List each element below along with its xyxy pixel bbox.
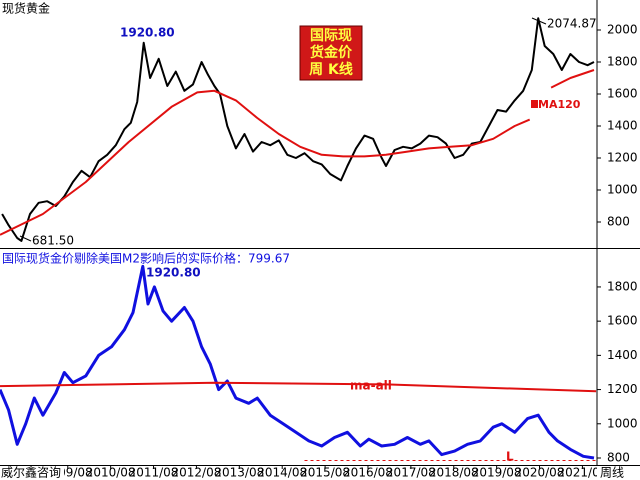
annotation-pointer xyxy=(531,17,547,25)
y-tick-label: 1600 xyxy=(607,87,638,101)
y-tick-label: 1800 xyxy=(607,55,638,69)
legend-swatch xyxy=(531,100,538,108)
source-box xyxy=(0,466,64,480)
y-tick-label: 1200 xyxy=(607,151,638,165)
x-tick-label: 2010/08 xyxy=(86,466,136,480)
y-tick-label: 1600 xyxy=(607,314,638,328)
xlabel-box xyxy=(597,466,640,480)
y-tick-label: 1000 xyxy=(607,416,638,430)
annotation: 2074.87 xyxy=(547,17,597,31)
annotation: 681.50 xyxy=(32,234,74,248)
series-label: MA120 xyxy=(538,98,581,111)
plot-layer: 800 1000 1200 1400 1600 1800 2000 800 1000 1200 14… xyxy=(0,17,638,464)
x-axis: 2009/082010/082011/082012/082013/082014/… xyxy=(43,465,607,480)
chart-title: 国际现货金价剔除美国M2影响后的实际价格：799.67 xyxy=(2,251,290,266)
x-tick-label: 2011/08 xyxy=(129,466,179,480)
y-tick-label: 2000 xyxy=(607,23,638,37)
badge-box xyxy=(299,25,363,81)
series-line xyxy=(0,264,595,460)
series-line xyxy=(0,69,595,236)
x-tick-label: 2020/08 xyxy=(515,466,565,480)
series-label: ma-all xyxy=(350,379,392,393)
annotation-pointer xyxy=(19,235,32,242)
source: 威尔鑫咨询 xyxy=(1,465,61,480)
y-tick-label: 1000 xyxy=(607,183,638,197)
badge-text: 货金价 xyxy=(309,44,353,61)
badge-text: 国际现 xyxy=(310,28,352,44)
x-tick-label: 2017/08 xyxy=(386,466,436,480)
x-axis-label: 周线 xyxy=(600,466,624,480)
y-tick-label: 1400 xyxy=(607,348,638,362)
y-tick-label: 1400 xyxy=(607,119,638,133)
y-tick-label: 1200 xyxy=(607,382,638,396)
x-tick-label: 2018/08 xyxy=(429,466,479,480)
x-tick-label: 2016/08 xyxy=(343,466,393,480)
annotation: 1920.80 xyxy=(146,266,201,280)
annotation: 1920.80 xyxy=(120,26,175,40)
y-tick-label: 800 xyxy=(607,215,630,229)
y-tick-label: 1800 xyxy=(607,279,638,293)
y-tick-label: 800 xyxy=(607,450,630,464)
x-tick-label: 2013/08 xyxy=(214,466,264,480)
badge-text: 周 K线 xyxy=(309,61,353,78)
chart-title: 现货黄金 xyxy=(2,1,50,16)
x-tick-label: 2012/08 xyxy=(171,466,221,480)
x-tick-label: 2019/08 xyxy=(472,466,522,480)
x-tick-label: 2014/08 xyxy=(257,466,307,480)
x-tick-label: 2015/08 xyxy=(300,466,350,480)
series-line xyxy=(1,17,595,242)
series-line xyxy=(0,381,597,393)
x-tick-label: 2021/08 xyxy=(557,466,607,480)
reference-label: L xyxy=(506,450,514,464)
